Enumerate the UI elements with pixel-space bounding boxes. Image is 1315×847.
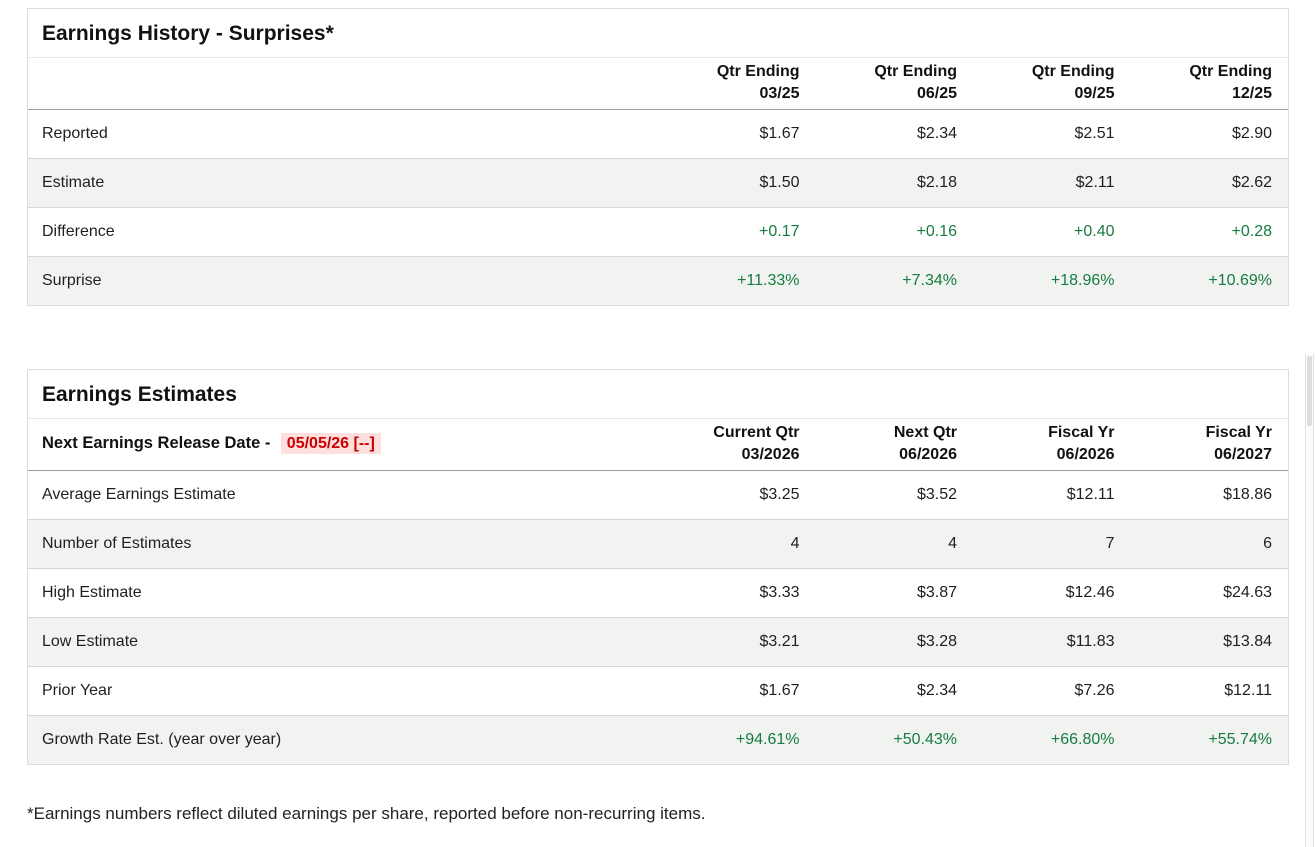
column-header-line2: 06/2027 xyxy=(1214,445,1272,463)
table-row-low-estimate: Low Estimate $3.21 $3.28 $11.83 $13.84 xyxy=(28,617,1288,668)
table-row-growth-rate: Growth Rate Est. (year over year) +94.61… xyxy=(28,715,1288,765)
earnings-estimates-table: Next Earnings Release Date - 05/05/26 [-… xyxy=(28,419,1288,765)
table-row-estimate: Estimate $1.50 $2.18 $2.11 $2.62 xyxy=(28,158,1288,209)
earnings-history-panel: Earnings History - Surprises* Qtr Ending… xyxy=(27,8,1289,307)
cell-value: +0.40 xyxy=(973,207,1131,258)
cell-value: $3.25 xyxy=(658,470,816,521)
column-header-line1: Next Qtr xyxy=(893,424,957,441)
column-header-line1: Current Qtr xyxy=(713,424,800,441)
column-header-line2: 06/2026 xyxy=(899,445,957,463)
table-row-difference: Difference +0.17 +0.16 +0.40 +0.28 xyxy=(28,207,1288,258)
row-label: Estimate xyxy=(28,158,658,209)
column-header-line1: Fiscal Yr xyxy=(1048,424,1115,441)
table-row-reported: Reported $1.67 $2.34 $2.51 $2.90 xyxy=(28,109,1288,160)
table-row-high-estimate: High Estimate $3.33 $3.87 $12.46 $24.63 xyxy=(28,568,1288,619)
earnings-estimates-header-row: Next Earnings Release Date - 05/05/26 [-… xyxy=(28,419,1288,472)
cell-value: +7.34% xyxy=(902,272,957,290)
cell-value: +10.69% xyxy=(1208,272,1272,290)
cell-value: $3.87 xyxy=(815,568,973,619)
header-spacer xyxy=(28,58,658,111)
row-label: Average Earnings Estimate xyxy=(28,470,658,521)
cell-value: 4 xyxy=(815,519,973,570)
row-label: Number of Estimates xyxy=(28,519,658,570)
cell-value: +0.16 xyxy=(815,207,973,258)
column-header-line1: Qtr Ending xyxy=(1031,63,1115,80)
column-header-line2: 12/25 xyxy=(1231,84,1272,102)
table-row-average-estimate: Average Earnings Estimate $3.25 $3.52 $1… xyxy=(28,470,1288,521)
row-label: Growth Rate Est. (year over year) xyxy=(42,731,282,749)
column-header-qtr-0925: Qtr Ending 09/25 xyxy=(973,58,1131,111)
cell-value: $18.86 xyxy=(1130,470,1288,521)
row-label: Difference xyxy=(28,207,658,258)
cell-value: $2.11 xyxy=(973,158,1131,209)
cell-value: $3.28 xyxy=(815,617,973,668)
cell-value: $11.83 xyxy=(973,617,1131,668)
earnings-history-table: Qtr Ending 03/25 Qtr Ending 06/25 Qtr En… xyxy=(28,58,1288,306)
cell-value: $12.46 xyxy=(973,568,1131,619)
cell-value: $2.62 xyxy=(1130,158,1288,209)
column-header-line2: 03/2026 xyxy=(741,445,800,463)
table-row-prior-year: Prior Year $1.67 $2.34 $7.26 $12.11 xyxy=(28,666,1288,717)
cell-value: $3.52 xyxy=(815,470,973,521)
cell-value: +0.28 xyxy=(1130,207,1288,258)
cell-value: 7 xyxy=(973,519,1131,570)
column-header-line2: 03/25 xyxy=(759,84,800,102)
earnings-history-header-row: Qtr Ending 03/25 Qtr Ending 06/25 Qtr En… xyxy=(28,58,1288,111)
cell-value: $13.84 xyxy=(1130,617,1288,668)
column-header-fiscal-yr-2027: Fiscal Yr 06/2027 xyxy=(1130,419,1288,472)
column-header-current-qtr: Current Qtr 03/2026 xyxy=(658,419,816,472)
scrollbar[interactable] xyxy=(1305,354,1314,847)
cell-value: $7.26 xyxy=(973,666,1131,717)
column-header-line1: Qtr Ending xyxy=(716,63,800,80)
cell-value: $3.21 xyxy=(658,617,816,668)
cell-value: +55.74% xyxy=(1208,731,1272,749)
cell-value: $1.67 xyxy=(658,666,816,717)
cell-value: +66.80% xyxy=(1050,731,1115,749)
cell-value: $2.34 xyxy=(815,109,973,160)
column-header-line1: Fiscal Yr xyxy=(1205,424,1272,441)
release-date-value: 05/05/26 [--] xyxy=(280,433,381,455)
cell-value: +50.43% xyxy=(893,731,957,749)
column-header-line2: 09/25 xyxy=(1074,84,1115,102)
earnings-estimates-title: Earnings Estimates xyxy=(28,370,1288,419)
row-label: Reported xyxy=(28,109,658,160)
cell-value: $1.50 xyxy=(658,158,816,209)
cell-value: $2.51 xyxy=(973,109,1131,160)
column-header-fiscal-yr-2026: Fiscal Yr 06/2026 xyxy=(973,419,1131,472)
column-header-qtr-1225: Qtr Ending 12/25 xyxy=(1130,58,1288,111)
column-header-qtr-0625: Qtr Ending 06/25 xyxy=(815,58,973,111)
column-header-qtr-0325: Qtr Ending 03/25 xyxy=(658,58,816,111)
column-header-next-qtr: Next Qtr 06/2026 xyxy=(815,419,973,472)
column-header-line2: 06/25 xyxy=(916,84,957,102)
cell-value: $12.11 xyxy=(973,470,1131,521)
cell-value: 6 xyxy=(1130,519,1288,570)
cell-value: +11.33% xyxy=(737,272,800,290)
cell-value: $12.11 xyxy=(1130,666,1288,717)
row-label: Surprise xyxy=(42,272,102,290)
earnings-history-title: Earnings History - Surprises* xyxy=(28,9,1288,58)
cell-value: +94.61% xyxy=(735,731,800,749)
cell-value: 4 xyxy=(658,519,816,570)
cell-value: $3.33 xyxy=(658,568,816,619)
column-header-line1: Qtr Ending xyxy=(874,63,957,80)
cell-value: $2.18 xyxy=(815,158,973,209)
column-header-line2: 06/2026 xyxy=(1056,445,1115,463)
row-label: High Estimate xyxy=(28,568,658,619)
table-row-number-of-estimates: Number of Estimates 4 4 7 6 xyxy=(28,519,1288,570)
scrollbar-thumb[interactable] xyxy=(1307,356,1312,426)
cell-value: $2.34 xyxy=(815,666,973,717)
cell-value: $1.67 xyxy=(658,109,816,160)
cell-value: $24.63 xyxy=(1130,568,1288,619)
release-date-label: Next Earnings Release Date - xyxy=(42,434,271,453)
cell-value: +0.17 xyxy=(658,207,816,258)
earnings-estimates-panel: Earnings Estimates Next Earnings Release… xyxy=(27,369,1289,766)
column-header-line1: Qtr Ending xyxy=(1189,63,1272,80)
row-label: Prior Year xyxy=(28,666,658,717)
cell-value: +18.96% xyxy=(1050,272,1115,290)
row-label: Low Estimate xyxy=(28,617,658,668)
earnings-footnote: *Earnings numbers reflect diluted earnin… xyxy=(27,804,706,823)
next-earnings-release: Next Earnings Release Date - 05/05/26 [-… xyxy=(28,419,658,472)
table-row-surprise: Surprise +11.33% +7.34% +18.96% +10.69% xyxy=(28,256,1288,306)
cell-value: $2.90 xyxy=(1130,109,1288,160)
